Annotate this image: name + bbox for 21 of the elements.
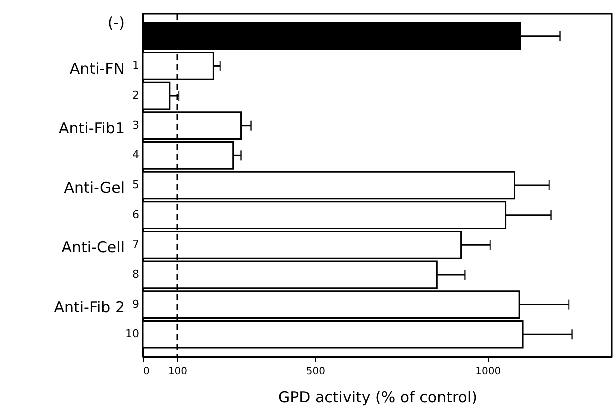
text: Anti-FN [70, 60, 125, 78]
y-tick-label: 9 [132, 298, 140, 311]
y-tick-label: (-) [108, 14, 125, 32]
x-tick-label: 1000 [476, 366, 502, 378]
y-tick-label: 3 [132, 118, 140, 132]
y-tick-label: 8 [132, 268, 140, 281]
text: Anti-Cell [62, 238, 125, 257]
y-tick-label: 5 [132, 178, 140, 192]
x-tick-label: 100 [168, 366, 188, 378]
y-tick-label: 1 [132, 59, 140, 72]
y-tick-label: 2 [132, 89, 140, 102]
x-tick-label: 0 [144, 366, 150, 378]
y-tick-label: 4 [132, 148, 140, 162]
text: Anti-Fib1 [59, 119, 125, 138]
x-tick-label: 500 [306, 366, 326, 378]
text: Anti-Fib 2 [54, 298, 125, 316]
x-axis-title: GPD activity (% of control) [278, 388, 478, 406]
y-tick-label: 7 [132, 238, 140, 252]
y-tick-label: 10 [126, 328, 140, 341]
text: Anti-Gel [64, 179, 125, 198]
y-tick-label: 6 [132, 208, 140, 222]
